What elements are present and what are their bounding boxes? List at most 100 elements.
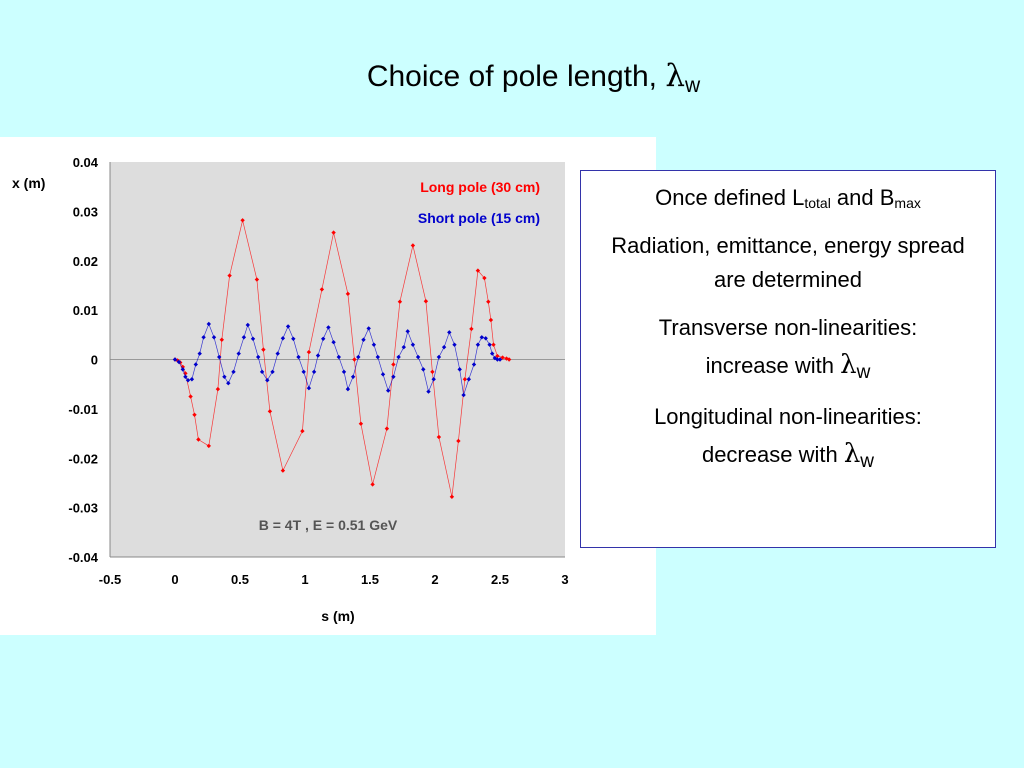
data-point (331, 230, 336, 235)
line3-lambda: λ (840, 350, 857, 381)
line4-sub: w (860, 450, 875, 472)
data-point (506, 357, 512, 362)
x-tick-label: 2.5 (491, 572, 509, 587)
data-point (471, 362, 477, 367)
chart-panel: 0.04 0.03 0.02 0.01 0 -0.01 -0.02 -0.03 -0.04 -0… (0, 137, 656, 635)
y-tick-label: -0.03 (68, 501, 98, 516)
summary-line-3: Transverse non-linearities: increase with… (581, 311, 995, 385)
data-point (469, 326, 474, 332)
y-tick-label: 0.03 (73, 204, 98, 219)
y-tick-label: 0.02 (73, 254, 98, 269)
data-point (436, 354, 442, 360)
data-point (188, 394, 193, 399)
data-point (475, 342, 481, 347)
data-point (301, 369, 306, 375)
data-point (217, 354, 222, 360)
data-point (352, 357, 357, 362)
data-point (401, 344, 406, 350)
data-point (267, 409, 273, 414)
data-point (291, 336, 296, 341)
data-point (491, 342, 496, 347)
data-point (430, 369, 435, 375)
summary-line-2: Radiation, emittance, energy spread are … (611, 233, 965, 293)
data-point (426, 389, 431, 394)
data-point (486, 299, 491, 304)
data-point (436, 434, 442, 440)
data-point (366, 326, 371, 331)
data-point (449, 494, 455, 499)
lambda-symbol: λ (665, 58, 686, 94)
data-point (358, 421, 364, 426)
data-point (280, 468, 286, 473)
line4-b: decrease with (701, 441, 844, 467)
data-point (466, 377, 471, 382)
y-tick-label: -0.02 (68, 451, 98, 466)
data-point (380, 372, 386, 377)
data-point (441, 344, 447, 350)
data-point (254, 277, 260, 282)
data-point (211, 335, 217, 340)
x-tick-label: 0 (171, 572, 178, 587)
data-point (265, 378, 270, 383)
data-point (356, 354, 361, 360)
data-point (431, 377, 436, 382)
data-point (183, 374, 188, 379)
data-point (321, 336, 326, 341)
summary-text-box: Once defined Ltotal and Bmax Radiation, … (580, 170, 996, 548)
title-text: Choice of pole length, (366, 60, 666, 93)
x-axis-label: s (m) (321, 608, 354, 624)
y-tick-label: 0.04 (73, 155, 99, 170)
data-point (176, 359, 182, 365)
data-point (326, 325, 331, 330)
data-point (222, 374, 227, 379)
data-point (201, 335, 206, 340)
data-point (487, 342, 492, 347)
data-point (497, 357, 503, 362)
data-point (296, 354, 301, 360)
line1-mid: and B (830, 185, 895, 210)
data-point (206, 443, 211, 449)
data-point (206, 321, 211, 327)
data-point (231, 369, 236, 375)
x-tick-label: 2 (431, 572, 438, 587)
data-point (236, 351, 241, 356)
slide-title: Choice of pole length, λw (0, 58, 1024, 97)
data-point (306, 385, 312, 391)
line3-b: increase with (705, 353, 841, 379)
data-point (447, 330, 452, 335)
data-point (495, 353, 500, 359)
summary-line-1: Once defined Ltotal and Bmax (581, 181, 995, 215)
line3-a: Transverse non-linearities: (658, 315, 918, 341)
data-point (245, 322, 250, 328)
data-point (215, 386, 221, 392)
parameters-annotation: B = 4T , E = 0.51 GeV (259, 517, 398, 533)
data-point (185, 378, 191, 383)
summary-line-4: Longitudinal non-linearities: decrease wi… (581, 400, 995, 474)
legend-long-pole: Long pole (30 cm) (420, 179, 540, 195)
data-point (180, 367, 185, 372)
data-point (189, 377, 195, 382)
data-point (397, 299, 403, 304)
data-point (193, 362, 198, 367)
data-point (370, 482, 375, 487)
data-point (405, 329, 410, 334)
data-point (475, 268, 481, 273)
data-point (361, 337, 366, 342)
data-point (270, 369, 275, 375)
data-point (172, 357, 178, 362)
line4-lambda: λ (843, 438, 861, 469)
data-point (240, 218, 245, 223)
line1-sub-total: total (804, 195, 831, 211)
line1-pre: Once defined L (655, 185, 805, 210)
x-tick-label: 0.5 (231, 572, 249, 587)
data-point (331, 340, 336, 345)
data-point (421, 367, 426, 372)
data-point (384, 426, 390, 431)
line3-sub: w (856, 362, 871, 384)
data-point (350, 374, 356, 379)
data-point (311, 369, 317, 375)
data-point (196, 437, 201, 442)
data-point (391, 362, 396, 367)
x-tick-label: -0.5 (99, 572, 121, 587)
data-point (483, 336, 488, 341)
